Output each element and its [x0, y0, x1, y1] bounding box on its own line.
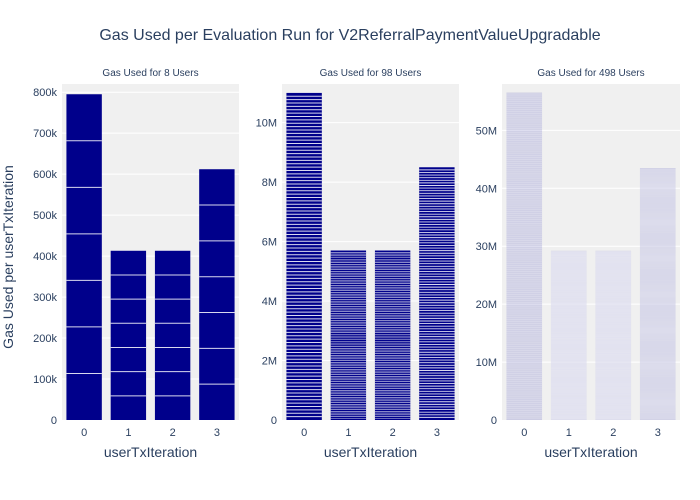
bar-segment-lines	[550, 251, 587, 420]
x-tick-label: 2	[390, 427, 396, 439]
y-tick-label: 100k	[33, 374, 57, 386]
bar-segment-lines	[595, 251, 632, 420]
y-tick-label: 10M	[256, 118, 277, 130]
y-tick-label: 700k	[33, 128, 57, 140]
y-tick-label: 500k	[33, 210, 57, 222]
y-tick-label: 6M	[262, 237, 277, 249]
y-tick-label: 40M	[476, 183, 497, 195]
bar-segment-lines	[110, 274, 147, 397]
x-tick-label: 3	[214, 427, 220, 439]
x-tick-label: 1	[125, 427, 131, 439]
bar-segment-lines	[419, 169, 455, 418]
bar-segment-lines	[330, 251, 367, 419]
bar	[199, 169, 235, 420]
subplot-panels: 0 100k 200k 300k 400k 500k 600k 700k 800k 0 1 2 3 Gas…	[33, 68, 680, 460]
bar-fill	[374, 250, 411, 420]
bar-segment-lines	[286, 95, 322, 418]
subplot-0: 0 100k 200k 300k 400k 500k 600k 700k 800k 0 1 2 3 Gas…	[33, 68, 239, 460]
bar-fill	[595, 250, 632, 420]
x-tick-label: 0	[301, 427, 307, 439]
bar	[330, 250, 367, 420]
bar-segment-lines	[639, 168, 676, 420]
y-tick-label: 4M	[262, 296, 277, 308]
subplot-title: Gas Used for 98 Users	[320, 68, 422, 79]
y-axis-title: Gas Used per userTxIteration	[0, 165, 16, 349]
x-tick-label: 0	[81, 427, 87, 439]
bar-fill	[506, 92, 543, 421]
bar	[154, 250, 191, 420]
x-tick-label: 1	[566, 427, 572, 439]
y-tick-label: 800k	[33, 87, 57, 99]
bar-fill	[110, 250, 147, 420]
y-tick-label: 400k	[33, 251, 57, 263]
y-tick-label: 0	[491, 415, 497, 427]
chart-title: Gas Used per Evaluation Run for V2Referr…	[99, 27, 600, 44]
x-tick-label: 3	[434, 427, 440, 439]
x-tick-label: 0	[521, 427, 527, 439]
bar-fill	[330, 250, 367, 420]
bar-fill	[199, 169, 235, 420]
bar-fill	[286, 92, 322, 421]
bar	[419, 167, 455, 420]
bar-fill	[154, 250, 191, 420]
bar-fill	[66, 94, 102, 421]
bar	[550, 250, 587, 420]
y-tick-label: 30M	[476, 241, 497, 253]
bar	[506, 92, 543, 421]
bar	[286, 92, 322, 421]
y-tick-label: 8M	[262, 177, 277, 189]
bar	[110, 250, 147, 420]
x-tick-label: 3	[655, 427, 661, 439]
y-tick-label: 0	[51, 415, 57, 427]
y-tick-label: 20M	[476, 299, 497, 311]
x-tick-label: 2	[170, 427, 176, 439]
x-axis-title: userTxIteration	[324, 444, 417, 460]
y-tick-label: 300k	[33, 292, 57, 304]
y-tick-label: 50M	[476, 125, 497, 137]
bar-fill	[419, 167, 455, 420]
y-tick-label: 2M	[262, 356, 277, 368]
bar-fill	[639, 168, 676, 420]
x-axis-title: userTxIteration	[104, 444, 197, 460]
subplot-2: 0 10M 20M 30M 40M 50M 0 1 2 3 Gas Used for 498 Use…	[476, 68, 680, 460]
bar-segment-lines	[199, 204, 235, 385]
y-tick-label: 600k	[33, 169, 57, 181]
x-tick-label: 2	[610, 427, 616, 439]
subplot-title: Gas Used for 498 Users	[537, 68, 644, 79]
bar	[639, 168, 676, 420]
x-axis-title: userTxIteration	[544, 444, 637, 460]
bar	[66, 94, 102, 421]
x-tick-label: 1	[345, 427, 351, 439]
bar-segment-lines	[506, 93, 543, 420]
bar-fill	[550, 250, 587, 420]
bar	[374, 250, 411, 420]
bar	[595, 250, 632, 420]
y-tick-label: 10M	[476, 357, 497, 369]
bar-segment-lines	[374, 251, 411, 419]
y-tick-label: 0	[271, 415, 277, 427]
bar-segment-lines	[66, 140, 102, 374]
bar-segment-lines	[154, 274, 191, 397]
y-tick-label: 200k	[33, 333, 57, 345]
subplot-title: Gas Used for 8 Users	[102, 68, 198, 79]
subplot-1: 0 2M 4M 6M 8M 10M 0 1 2 3 Gas Used for 98 Users use…	[256, 68, 459, 460]
